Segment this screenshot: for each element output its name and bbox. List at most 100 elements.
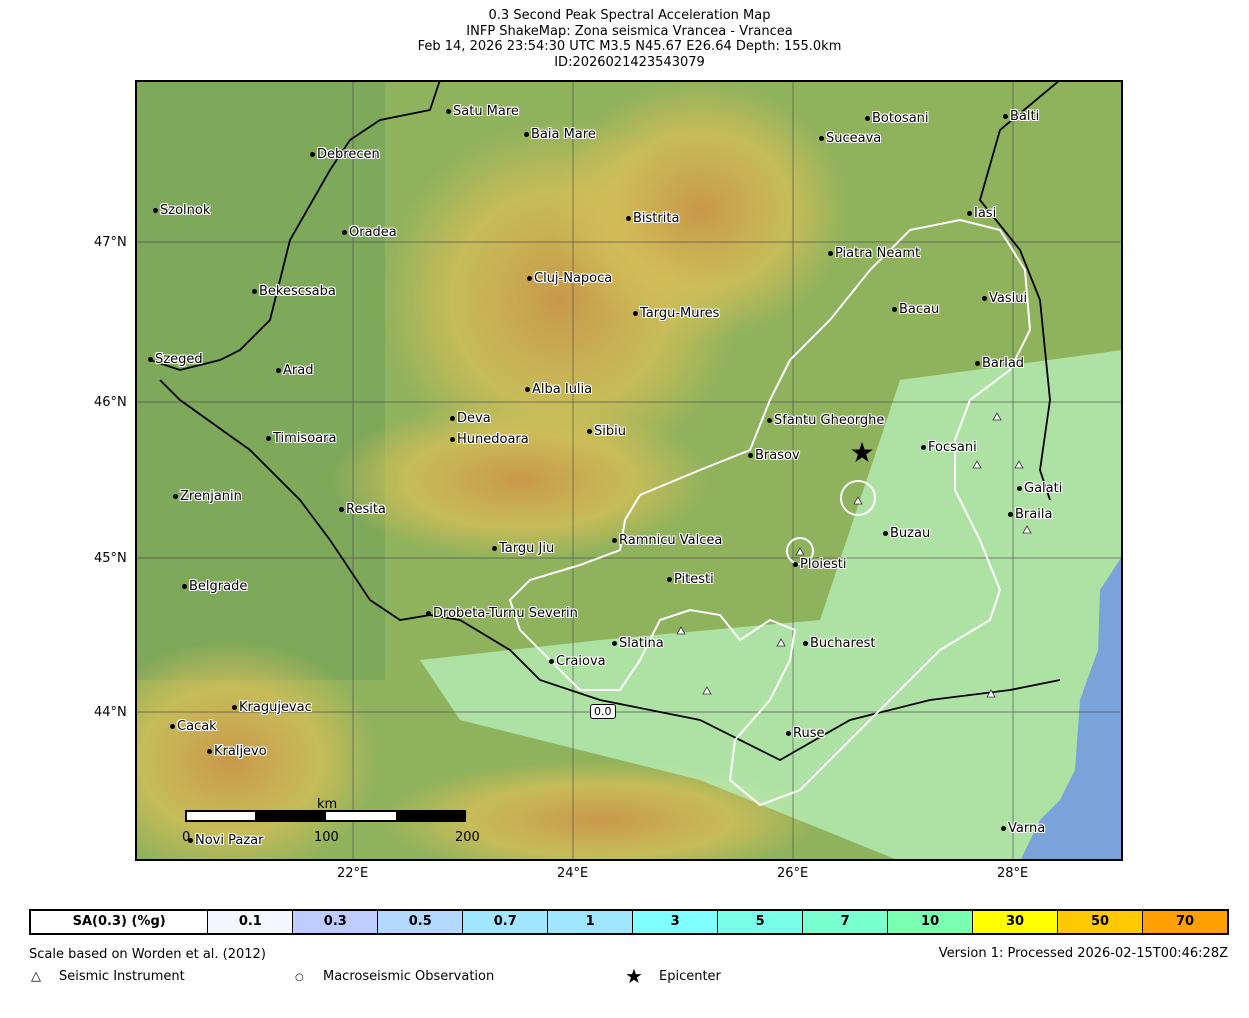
- city-dot-icon: [921, 445, 926, 450]
- city-name: Bucharest: [810, 636, 876, 651]
- city-name: Bekescsaba: [259, 284, 336, 299]
- city-name: Kraljevo: [214, 744, 267, 759]
- scalebar-tick: 200: [455, 830, 480, 845]
- city-name: Baia Mare: [531, 127, 596, 142]
- version-info: Version 1: Processed 2026-02-15T00:46:28…: [938, 946, 1228, 961]
- city-label: Sfantu Gheorghe: [767, 413, 884, 428]
- city-dot-icon: [339, 507, 344, 512]
- legend-bin: 0.1: [207, 911, 293, 933]
- city-dot-icon: [748, 453, 753, 458]
- city-dot-icon: [276, 368, 281, 373]
- city-dot-icon: [524, 132, 529, 137]
- city-dot-icon: [786, 731, 791, 736]
- epicenter-star-icon: ★: [849, 436, 874, 469]
- city-label: Novi Pazar: [188, 833, 263, 848]
- lat-label: 45°N: [94, 551, 127, 566]
- city-dot-icon: [1008, 512, 1013, 517]
- city-label: Braila: [1008, 507, 1052, 522]
- city-dot-icon: [446, 109, 451, 114]
- city-label: Cacak: [170, 719, 217, 734]
- city-dot-icon: [232, 705, 237, 710]
- city-name: Vaslui: [989, 291, 1028, 306]
- city-label: Focsani: [921, 440, 977, 455]
- city-name: Piatra Neamt: [835, 246, 921, 261]
- scale-bar: [185, 810, 466, 822]
- pannonian-plain: [137, 82, 385, 680]
- city-label: Belgrade: [182, 579, 247, 594]
- seismic-instrument-icon: [1014, 460, 1024, 469]
- city-name: Varna: [1008, 821, 1046, 836]
- instrument-legend-icon: △: [31, 969, 41, 984]
- city-label: Baia Mare: [524, 127, 596, 142]
- legend-bin: 5: [717, 911, 803, 933]
- city-name: Arad: [283, 363, 314, 378]
- serbian-highlands: [137, 640, 380, 859]
- seismic-instrument-icon: [992, 412, 1002, 421]
- city-label: Arad: [276, 363, 313, 378]
- city-name: Timisoara: [273, 431, 337, 446]
- city-name: Bistrita: [633, 211, 680, 226]
- seismic-instrument-icon: [702, 686, 712, 695]
- city-name: Balti: [1010, 109, 1040, 124]
- city-name: Drobeta-Turnu Severin: [433, 606, 578, 621]
- scale-note: Scale based on Worden et al. (2012): [29, 947, 266, 962]
- seismic-instrument-icon: [795, 547, 805, 556]
- seismic-instrument-icon: [676, 626, 686, 635]
- city-dot-icon: [667, 577, 672, 582]
- seismic-instrument-icon: [986, 689, 996, 698]
- city-label: Targu-Mures: [633, 306, 719, 321]
- legend-bin: 0.5: [377, 911, 463, 933]
- city-name: Ramnicu Valcea: [619, 533, 723, 548]
- city-label: Cluj-Napoca: [527, 271, 612, 286]
- city-dot-icon: [170, 724, 175, 729]
- city-dot-icon: [612, 538, 617, 543]
- city-name: Kragujevac: [239, 700, 312, 715]
- lon-label: 26°E: [777, 866, 809, 881]
- event-id: ID:2026021423543079: [554, 54, 705, 70]
- city-label: Sibiu: [587, 424, 626, 439]
- city-dot-icon: [310, 152, 315, 157]
- city-dot-icon: [173, 494, 178, 499]
- city-label: Satu Mare: [446, 104, 519, 119]
- city-name: Cacak: [177, 719, 217, 734]
- city-name: Hunedoara: [457, 432, 529, 447]
- seismic-instrument-icon: [776, 638, 786, 647]
- city-dot-icon: [587, 429, 592, 434]
- city-label: Bacau: [892, 302, 939, 317]
- title-line: 0.3 Second Peak Spectral Acceleration Ma…: [488, 8, 771, 23]
- city-dot-icon: [492, 546, 497, 551]
- city-name: Targu-Mures: [640, 306, 720, 321]
- city-dot-icon: [252, 289, 257, 294]
- city-label: Vaslui: [982, 291, 1027, 306]
- city-dot-icon: [426, 611, 431, 616]
- city-dot-icon: [153, 208, 158, 213]
- city-dot-icon: [975, 361, 980, 366]
- city-dot-icon: [967, 211, 972, 216]
- epicenter-legend-icon: ★: [625, 964, 643, 988]
- city-name: Craiova: [556, 654, 606, 669]
- city-label: Buzau: [883, 526, 930, 541]
- city-label: Slatina: [612, 636, 664, 651]
- city-label: Kraljevo: [207, 744, 267, 759]
- city-label: Ruse: [786, 726, 824, 741]
- seismic-instrument-icon: [853, 496, 863, 505]
- city-name: Sibiu: [594, 424, 626, 439]
- city-label: Piatra Neamt: [828, 246, 920, 261]
- city-dot-icon: [182, 584, 187, 589]
- city-label: Targu Jiu: [492, 541, 554, 556]
- lat-label: 47°N: [94, 235, 127, 250]
- city-label: Galati: [1017, 481, 1062, 496]
- city-label: Barlad: [975, 356, 1024, 371]
- city-name: Brasov: [755, 448, 800, 463]
- city-name: Focsani: [928, 440, 977, 455]
- southern-carpathians: [330, 400, 710, 560]
- city-dot-icon: [819, 136, 824, 141]
- city-name: Zrenjanin: [180, 489, 242, 504]
- lon-label: 28°E: [997, 866, 1029, 881]
- graticule: [137, 82, 1121, 859]
- city-label: Bekescsaba: [252, 284, 336, 299]
- legend-bin: 50: [1057, 911, 1142, 933]
- seismic-instrument-icon: [972, 460, 982, 469]
- city-label: Szeged: [148, 352, 203, 367]
- city-dot-icon: [612, 641, 617, 646]
